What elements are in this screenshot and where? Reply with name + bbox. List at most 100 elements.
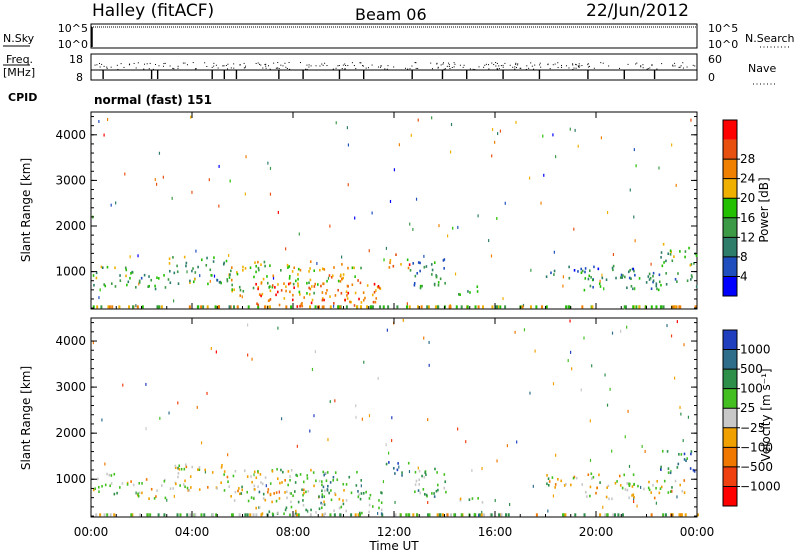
echo-cell — [433, 495, 436, 498]
echo-cell — [278, 303, 281, 307]
echo-cell — [359, 497, 362, 501]
echo-cell — [375, 289, 377, 292]
nave-point — [367, 67, 369, 69]
echo-cell — [239, 294, 242, 297]
nave-point — [640, 65, 642, 67]
echo-cell — [667, 467, 670, 470]
echo-cell — [417, 489, 420, 492]
echo-cell — [421, 284, 423, 288]
echo-cell — [667, 471, 670, 474]
low-range-cell — [354, 513, 357, 517]
nave-point — [431, 68, 433, 70]
echo-cell — [443, 486, 446, 490]
echo-cell — [223, 489, 226, 492]
echo-cell — [378, 506, 380, 510]
nave-point — [587, 64, 589, 66]
echo-cell — [680, 453, 683, 456]
echo-cell — [285, 289, 287, 293]
echo-cell — [327, 484, 329, 488]
scatter-cell — [329, 400, 331, 404]
scatter-cell — [251, 357, 253, 361]
scatter-cell — [452, 226, 454, 230]
low-range-cell — [163, 513, 166, 517]
echo-cell — [332, 478, 335, 482]
low-range-cell — [322, 513, 325, 517]
echo-cell — [683, 452, 686, 456]
scatter-cell — [368, 414, 371, 418]
nave-point — [230, 67, 232, 69]
echo-cell — [315, 479, 317, 483]
nave-point — [264, 63, 266, 65]
echo-cell — [350, 300, 352, 304]
colorbar-tick-label: −100 — [740, 440, 773, 454]
echo-cell — [361, 511, 363, 515]
colorbar-segment — [723, 486, 737, 506]
nave-point — [578, 63, 580, 65]
echo-cell — [337, 279, 340, 283]
nave-point — [417, 67, 419, 69]
echo-cell — [416, 271, 419, 275]
echo-cell — [323, 495, 326, 498]
echo-cell — [110, 482, 113, 485]
echo-cell — [253, 470, 256, 474]
echo-cell — [548, 480, 551, 483]
echo-cell — [231, 288, 234, 291]
echo-cell — [433, 492, 435, 495]
nave-point — [442, 63, 444, 65]
low-range-cell — [200, 513, 203, 517]
low-range-cell — [103, 513, 106, 517]
scatter-cell — [98, 119, 100, 123]
echo-cell — [223, 261, 225, 265]
echo-cell — [606, 486, 608, 489]
nave-point — [148, 68, 150, 70]
echo-cell — [268, 510, 271, 514]
echo-cell — [338, 506, 341, 510]
scatter-cell — [514, 330, 516, 334]
echo-cell — [138, 281, 141, 284]
low-range-cell — [672, 305, 675, 309]
colorbar-segment — [723, 178, 737, 199]
nave-point — [682, 67, 684, 69]
low-range-cell — [366, 305, 369, 309]
echo-cell — [305, 490, 307, 494]
echo-cell — [119, 279, 122, 282]
echo-cell — [325, 479, 328, 483]
echo-cell — [628, 496, 630, 500]
echo-cell — [109, 484, 111, 488]
echo-cell — [279, 269, 282, 272]
low-range-cell — [574, 513, 577, 517]
low-range-cell — [338, 305, 341, 309]
low-range-cell — [215, 513, 218, 517]
nave-point — [277, 67, 279, 69]
echo-cell — [234, 490, 237, 494]
echo-cell — [283, 297, 286, 300]
nave-point — [534, 64, 536, 66]
nave-point — [478, 66, 480, 68]
echo-cell — [321, 502, 324, 506]
echo-cell — [269, 492, 272, 496]
echo-cell — [286, 490, 288, 494]
low-range-cell — [562, 513, 565, 517]
echo-cell — [206, 256, 208, 260]
echo-cell — [242, 265, 244, 269]
echo-cell — [177, 282, 180, 285]
echo-cell — [633, 269, 635, 273]
scatter-cell — [502, 297, 504, 301]
nave-point — [498, 68, 500, 70]
scatter-cell — [307, 509, 309, 513]
nave-point — [213, 62, 215, 64]
echo-cell — [264, 476, 267, 479]
echo-cell — [255, 506, 257, 510]
echo-cell — [138, 491, 141, 495]
scatter-cell — [360, 484, 362, 488]
echo-cell — [260, 263, 262, 266]
echo-cell — [360, 492, 363, 495]
scatter-cell — [269, 166, 272, 170]
scatter-cell — [186, 270, 188, 274]
low-range-cell — [246, 513, 249, 517]
echo-cell — [584, 270, 586, 274]
echo-cell — [303, 491, 305, 495]
echo-cell — [104, 284, 107, 288]
